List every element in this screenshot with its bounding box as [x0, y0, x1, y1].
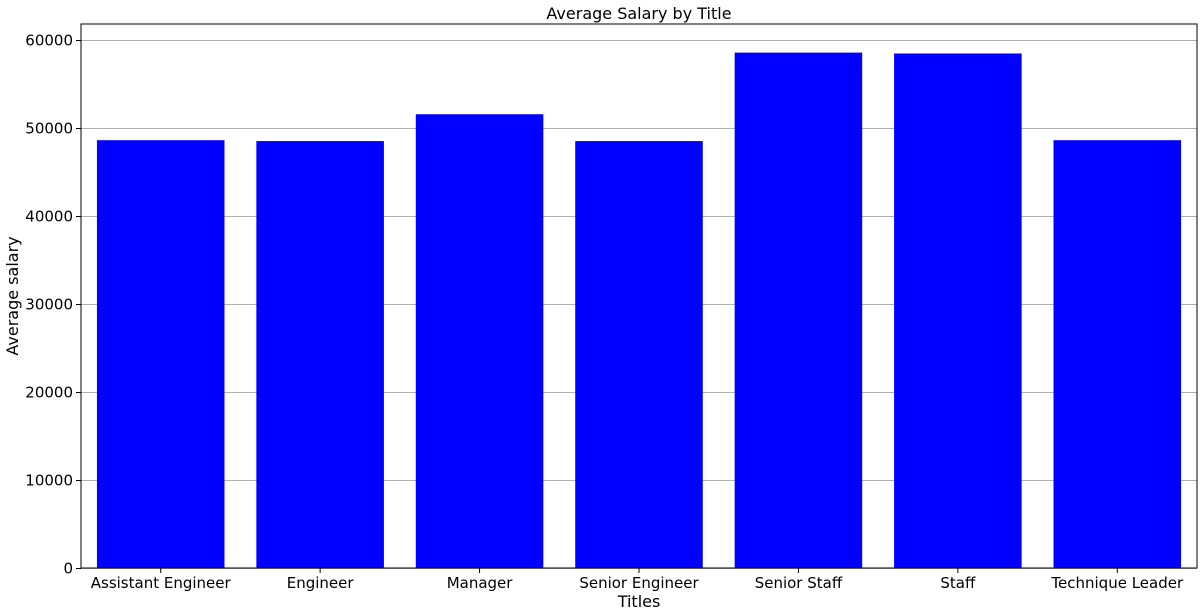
x-tick-label: Manager	[447, 574, 514, 592]
bar	[96, 140, 225, 569]
x-axis-label: Titles	[617, 592, 661, 611]
bar	[575, 141, 703, 568]
bar	[415, 114, 544, 569]
bar	[734, 52, 863, 569]
y-tick-label: 0	[63, 560, 73, 578]
bar	[894, 53, 1022, 569]
y-axis-ticks: 0 10000 20000 30000 40000 50000 60000	[25, 32, 81, 578]
x-tick-label: Senior Staff	[755, 574, 843, 592]
y-tick-label: 60000	[25, 32, 73, 50]
bar	[256, 141, 384, 568]
y-tick-label: 30000	[25, 296, 73, 314]
x-tick-label: Technique Leader	[1050, 574, 1184, 592]
chart-title: Average Salary by Title	[546, 4, 731, 23]
y-tick-label: 50000	[25, 120, 73, 138]
y-tick-label: 20000	[25, 384, 73, 402]
bar	[1053, 140, 1182, 569]
x-tick-label: Staff	[940, 574, 976, 592]
y-tick-label: 10000	[25, 472, 73, 490]
x-tick-label: Senior Engineer	[579, 574, 699, 592]
x-tick-label: Engineer	[287, 574, 355, 592]
bars	[96, 52, 1182, 569]
y-axis-label: Average salary	[3, 236, 22, 355]
y-tick-label: 40000	[25, 208, 73, 226]
x-tick-label: Assistant Engineer	[91, 574, 232, 592]
x-axis-ticks: Assistant Engineer Engineer Manager Senior …	[91, 568, 1184, 592]
